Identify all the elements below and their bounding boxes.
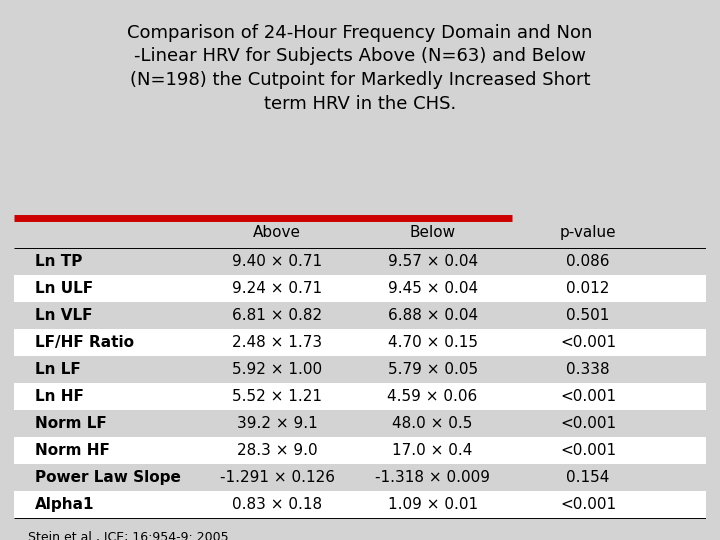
Bar [14, 356, 706, 383]
Text: 4.70 × 0.15: 4.70 × 0.15 [387, 335, 477, 350]
Text: <0.001: <0.001 [560, 497, 616, 512]
Text: 5.92 × 1.00: 5.92 × 1.00 [232, 362, 322, 377]
Text: Norm HF: Norm HF [35, 443, 110, 458]
Text: 9.57 × 0.04: 9.57 × 0.04 [387, 254, 477, 269]
Text: 0.154: 0.154 [567, 470, 610, 485]
Text: <0.001: <0.001 [560, 416, 616, 431]
Text: <0.001: <0.001 [560, 389, 616, 404]
Text: Ln HF: Ln HF [35, 389, 84, 404]
Text: 0.501: 0.501 [567, 308, 610, 323]
Text: 6.81 × 0.82: 6.81 × 0.82 [232, 308, 322, 323]
Text: Alpha1: Alpha1 [35, 497, 94, 512]
Bar [14, 302, 706, 329]
Text: 0.012: 0.012 [567, 281, 610, 296]
Text: 0.086: 0.086 [567, 254, 610, 269]
Bar [14, 383, 706, 410]
Text: Above: Above [253, 225, 301, 240]
Bar [14, 248, 706, 275]
Text: 4.59 × 0.06: 4.59 × 0.06 [387, 389, 477, 404]
Text: Ln LF: Ln LF [35, 362, 81, 377]
Text: Comparison of 24-Hour Frequency Domain and Non
-Linear HRV for Subjects Above (N: Comparison of 24-Hour Frequency Domain a… [127, 24, 593, 112]
Text: 17.0 × 0.4: 17.0 × 0.4 [392, 443, 473, 458]
Bar [14, 410, 706, 437]
Text: 9.45 × 0.04: 9.45 × 0.04 [387, 281, 477, 296]
Text: 5.52 × 1.21: 5.52 × 1.21 [232, 389, 322, 404]
Text: 0.83 × 0.18: 0.83 × 0.18 [232, 497, 322, 512]
Text: Ln VLF: Ln VLF [35, 308, 93, 323]
Text: 48.0 × 0.5: 48.0 × 0.5 [392, 416, 473, 431]
Bar [14, 491, 706, 518]
Text: 2.48 × 1.73: 2.48 × 1.73 [232, 335, 322, 350]
Text: 6.88 × 0.04: 6.88 × 0.04 [387, 308, 477, 323]
Text: -1.318 × 0.009: -1.318 × 0.009 [375, 470, 490, 485]
Text: 5.79 × 0.05: 5.79 × 0.05 [387, 362, 477, 377]
Text: <0.001: <0.001 [560, 335, 616, 350]
Bar [14, 464, 706, 491]
Bar [14, 437, 706, 464]
Text: Below: Below [410, 225, 456, 240]
Text: Ln TP: Ln TP [35, 254, 83, 269]
Bar [14, 275, 706, 302]
Bar [14, 329, 706, 356]
Text: Power Law Slope: Power Law Slope [35, 470, 181, 485]
Text: Stein et al., JCE; 16:954-9: 2005: Stein et al., JCE; 16:954-9: 2005 [28, 531, 229, 540]
Text: 1.09 × 0.01: 1.09 × 0.01 [387, 497, 477, 512]
Text: LF/HF Ratio: LF/HF Ratio [35, 335, 134, 350]
Text: Ln ULF: Ln ULF [35, 281, 94, 296]
Text: 0.338: 0.338 [567, 362, 610, 377]
Text: Norm LF: Norm LF [35, 416, 107, 431]
Text: 9.40 × 0.71: 9.40 × 0.71 [232, 254, 322, 269]
Text: 9.24 × 0.71: 9.24 × 0.71 [232, 281, 322, 296]
Text: p-value: p-value [559, 225, 616, 240]
Text: -1.291 × 0.126: -1.291 × 0.126 [220, 470, 335, 485]
Text: 28.3 × 9.0: 28.3 × 9.0 [237, 443, 318, 458]
Text: 39.2 × 9.1: 39.2 × 9.1 [237, 416, 318, 431]
Text: <0.001: <0.001 [560, 443, 616, 458]
